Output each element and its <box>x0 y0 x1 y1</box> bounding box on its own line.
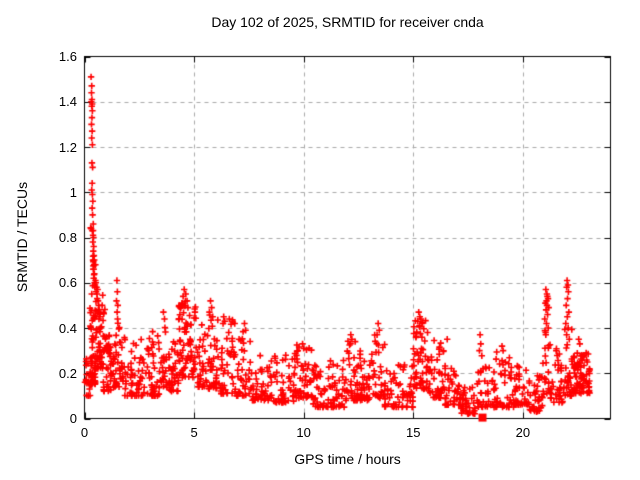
y-tick-label: 0.8 <box>58 230 77 245</box>
x-tick-label: 0 <box>80 425 89 440</box>
chart-title: Day 102 of 2025, SRMTID for receiver cnd… <box>211 14 484 30</box>
y-tick-label: 0.2 <box>58 365 77 381</box>
y-tick-label: 1.4 <box>58 94 77 110</box>
y-tick-label: 1.2 <box>58 139 77 155</box>
y-tick-label: 0 <box>69 411 77 426</box>
x-axis-label: GPS time / hours <box>294 451 401 467</box>
y-tick-label: 0.6 <box>58 275 77 291</box>
y-tick-label: 0.4 <box>58 320 77 336</box>
y-tick-label: 1.6 <box>58 49 77 64</box>
x-tick-label: 20 <box>515 425 531 440</box>
x-tick-label: 15 <box>406 425 421 440</box>
x-tick-label: 10 <box>296 425 311 440</box>
x-tick-label: 5 <box>190 425 198 440</box>
y-tick-label: 1 <box>69 184 77 200</box>
